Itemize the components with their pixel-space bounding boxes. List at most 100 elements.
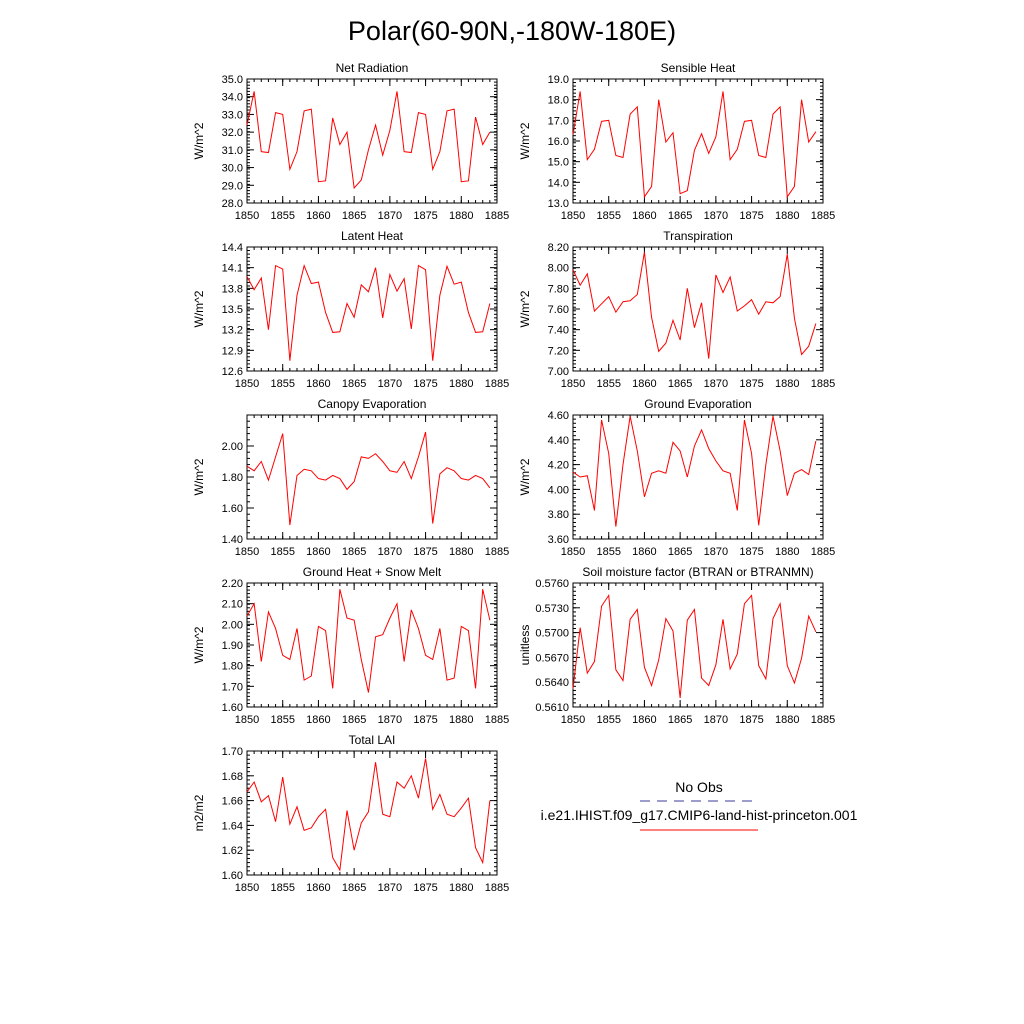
x-tick-label: 1880 [775,546,799,558]
x-tick-label: 1865 [668,546,692,558]
series-line [572,91,817,199]
x-tick-label: 1875 [739,210,763,222]
x-tick-label: 1860 [632,714,656,726]
panel-2: 1850 1855 1860 1865 1870 1875 1880 1885 12.6 12.9… [192,229,509,390]
y-tick-label: 4.20 [548,460,569,472]
x-tick-label: 1865 [342,378,366,390]
plot-frame [572,582,824,708]
y-tick-label: 14.4 [222,242,243,254]
y-tick-label: 28.0 [222,198,243,210]
x-tick-label: 1875 [413,714,437,726]
x-tick-label: 1855 [270,210,294,222]
y-tick-label: 4.60 [548,410,569,422]
x-tick-label: 1860 [306,714,330,726]
y-axis-label: W/m^2 [518,122,532,159]
y-tick-label: 18.0 [548,95,569,107]
y-tick-label: 8.20 [548,242,569,254]
legend-obs-label: No Obs [675,779,722,795]
x-tick-label: 1875 [739,546,763,558]
y-tick-label: 15.0 [548,157,569,169]
y-tick-label: 1.64 [222,820,243,832]
y-tick-label: 12.6 [222,366,243,378]
x-tick-label: 1850 [561,210,585,222]
y-tick-label: 2.20 [222,578,243,590]
y-tick-label: 12.9 [222,345,243,357]
y-tick-label: 13.8 [222,283,243,295]
y-tick-label: 0.5730 [535,603,569,615]
y-tick-label: 2.00 [222,441,243,453]
panel-grid: 1850 1855 1860 1865 1870 1875 1880 1885 28.0 29.0… [192,61,835,894]
y-tick-label: 0.5640 [535,677,569,689]
x-tick-label: 1860 [306,882,330,894]
panel-title: Canopy Evaporation [318,397,427,411]
panel-title: Sensible Heat [661,61,736,75]
panel-5: 1850 1855 1860 1865 1870 1875 1880 1885 3.60 3.80… [518,397,835,558]
y-tick-label: 0.5700 [535,628,569,640]
y-tick-label: 7.00 [548,366,569,378]
x-tick-label: 1860 [306,210,330,222]
x-tick-label: 1860 [306,378,330,390]
y-tick-label: 31.0 [222,145,243,157]
x-tick-label: 1865 [668,210,692,222]
x-tick-label: 1870 [378,378,402,390]
x-tick-label: 1875 [413,546,437,558]
y-tick-label: 7.40 [548,325,569,337]
panel-8: 1850 1855 1860 1865 1870 1875 1880 1885 1.60 1.62… [192,733,509,894]
x-tick-label: 1850 [561,714,585,726]
x-tick-label: 1870 [378,714,402,726]
y-tick-label: 17.0 [548,115,569,127]
series-line [572,252,817,359]
legend: No Obs i.e21.IHIST.f09_g17.CMIP6-land-hi… [541,779,858,831]
series-line [572,593,817,698]
y-tick-label: 13.5 [222,304,243,316]
y-axis-label: W/m^2 [518,458,532,495]
y-tick-label: 34.0 [222,92,243,104]
x-tick-label: 1885 [485,378,509,390]
y-axis-label: unitless [518,625,532,666]
series-line [572,416,817,527]
x-tick-label: 1850 [235,546,259,558]
y-tick-label: 0.5610 [535,702,569,714]
x-tick-label: 1855 [596,378,620,390]
y-tick-label: 7.20 [548,345,569,357]
x-tick-label: 1885 [485,714,509,726]
x-tick-label: 1865 [342,714,366,726]
y-tick-label: 30.0 [222,163,243,175]
y-tick-label: 0.5670 [535,652,569,664]
y-tick-label: 1.60 [222,503,243,515]
legend-run-label: i.e21.IHIST.f09_g17.CMIP6-land-hist-prin… [541,807,858,823]
y-axis-label: W/m^2 [192,122,206,159]
x-tick-label: 1855 [596,714,620,726]
y-tick-label: 1.62 [222,845,243,857]
y-tick-label: 1.70 [222,681,243,693]
y-tick-label: 13.2 [222,325,243,337]
panel-title: Transpiration [663,229,733,243]
x-tick-label: 1880 [775,714,799,726]
panel-7: 1850 1855 1860 1865 1870 1875 1880 1885 0.5610 0.… [518,565,835,726]
y-tick-label: 7.80 [548,283,569,295]
x-tick-label: 1875 [739,378,763,390]
y-tick-label: 13.0 [548,198,569,210]
x-tick-label: 1880 [449,714,473,726]
plot-frame [246,78,498,204]
series-line [246,589,491,693]
x-tick-label: 1875 [739,714,763,726]
figure-title: Polar(60-90N,-180W-180E) [348,16,676,46]
panel-0: 1850 1855 1860 1865 1870 1875 1880 1885 28.0 29.0… [192,61,509,222]
series-line [246,758,491,872]
series-line [246,263,491,361]
panel-4: 1850 1855 1860 1865 1870 1875 1880 1885 1.40 1.60… [192,397,509,558]
y-tick-label: 3.60 [548,534,569,546]
x-tick-label: 1855 [596,546,620,558]
plot-frame [246,582,498,708]
panel-1: 1850 1855 1860 1865 1870 1875 1880 1885 13.0 14.0… [518,61,835,222]
plot-frame [246,750,498,876]
y-tick-label: 35.0 [222,74,243,86]
panel-title: Latent Heat [341,229,404,243]
x-tick-label: 1885 [811,378,835,390]
y-axis-label: W/m^2 [192,626,206,663]
x-tick-label: 1855 [270,882,294,894]
y-tick-label: 19.0 [548,74,569,86]
y-axis-label: W/m^2 [518,290,532,327]
